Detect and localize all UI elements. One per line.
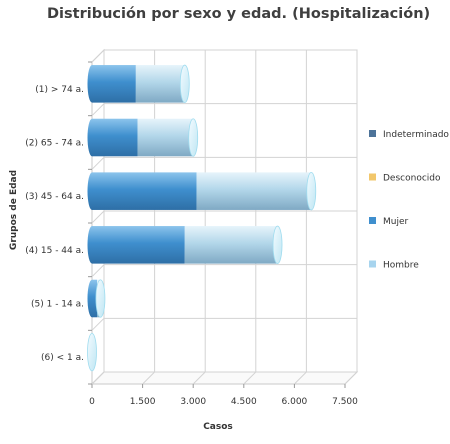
bar-cap-right — [179, 64, 190, 104]
legend-label-desconocido: Desconocido — [383, 174, 441, 184]
floor — [90, 371, 359, 385]
legend-swatch-mujer — [369, 217, 376, 224]
x-tick-label: 1.500 — [130, 397, 156, 407]
y-tick-label: (2) 65 - 74 a. — [25, 139, 84, 149]
bar-group — [87, 279, 106, 318]
row-gridline-side — [91, 317, 105, 331]
y-tick-label: (1) > 74 a. — [35, 85, 84, 95]
row-gridline-side — [91, 103, 105, 117]
x-axis-title: Casos — [203, 422, 233, 432]
y-tick-label: (5) 1 - 14 a. — [31, 300, 84, 310]
bar-cap-left — [87, 226, 97, 264]
bar-segment-hombre — [196, 172, 312, 210]
y-tick-labels: (1) > 74 a. (2) 65 - 74 a. (3) 45 - 64 a. (… — [25, 85, 84, 363]
row-gridline-side — [91, 371, 105, 385]
x-tick-label: 3.000 — [180, 397, 206, 407]
bar-cap-right — [95, 279, 106, 318]
bar-segment-mujer — [92, 118, 138, 157]
y-axis-title: Grupos de Edad — [9, 170, 19, 250]
bar-segment-hombre — [137, 118, 194, 157]
bar-segment-mujer — [92, 65, 136, 103]
y-tick-label: (6) < 1 a. — [41, 353, 84, 363]
x-tick-label: 6.000 — [282, 397, 308, 407]
y-tick-label: (4) 15 - 44 a. — [25, 246, 84, 256]
row-gridline-side — [91, 49, 105, 63]
legend-label-indeterminado: Indeterminado — [383, 130, 449, 140]
bar-cap-left — [87, 65, 97, 103]
x-gridline-floor — [192, 371, 206, 385]
bars — [87, 64, 317, 372]
x-gridline-floor — [294, 371, 307, 385]
x-gridline-floor — [142, 371, 155, 385]
bar-group — [87, 64, 190, 104]
x-tick-labels: 0 1.500 3.000 4.500 6.000 7.500 — [89, 397, 358, 407]
x-tick-label: 0 — [89, 397, 95, 407]
bar-segment-mujer — [92, 172, 197, 210]
bar-segment-hombre — [135, 65, 185, 103]
bar-group — [87, 332, 97, 372]
legend-label-mujer: Mujer — [383, 217, 409, 227]
legend-label-hombre: Hombre — [383, 261, 419, 271]
bar-group — [87, 225, 283, 265]
bar-cap-right — [272, 225, 283, 265]
x-gridline-floor — [344, 371, 358, 385]
legend-swatch-desconocido — [369, 173, 376, 181]
bar-cap-left — [87, 118, 97, 157]
chart-title: Distribución por sexo y edad. (Hospitali… — [47, 6, 431, 22]
bar-group — [87, 171, 317, 211]
x-gridline-floor — [243, 371, 257, 385]
bar-cap-right — [87, 332, 97, 372]
bar-cap-left — [87, 172, 97, 210]
bar-group — [87, 118, 199, 157]
legend: Indeterminado Desconocido Mujer Hombre — [369, 130, 449, 271]
bar-cap-right — [306, 171, 317, 211]
row-gridline-side — [91, 210, 105, 224]
row-gridline-side — [91, 264, 105, 278]
bar-cap-left — [87, 279, 97, 318]
bar-segment-mujer — [92, 226, 185, 264]
x-tick-label: 7.500 — [332, 397, 358, 407]
bar-cap-right — [188, 118, 199, 157]
legend-swatch-indeterminado — [369, 130, 376, 137]
gridlines — [88, 49, 358, 388]
x-tick-label: 4.500 — [231, 397, 257, 407]
row-gridline-side — [91, 156, 105, 170]
y-tick-label: (3) 45 - 64 a. — [25, 192, 84, 202]
bar-segment-hombre — [184, 226, 278, 264]
legend-swatch-hombre — [369, 260, 376, 268]
